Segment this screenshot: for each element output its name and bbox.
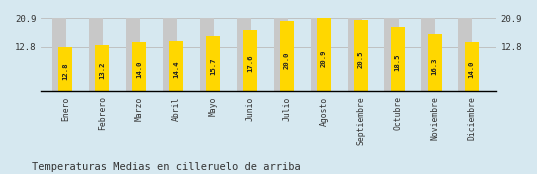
Bar [422,18,436,92]
Text: 14.0: 14.0 [469,61,475,78]
Bar [384,18,398,92]
Text: 20.5: 20.5 [358,50,364,68]
Bar [465,42,478,92]
Bar [347,18,361,92]
Bar [200,18,214,92]
Bar [126,18,140,92]
Bar [274,18,288,92]
Bar [206,37,220,92]
Bar [89,18,103,92]
Bar [317,18,331,92]
Bar [427,34,442,92]
Bar [391,27,405,92]
Bar [459,18,473,92]
Bar [95,45,110,92]
Text: 16.3: 16.3 [432,57,438,74]
Text: 20.9: 20.9 [321,50,327,67]
Bar [169,41,183,92]
Bar [310,18,325,92]
Bar [59,47,72,92]
Text: 15.7: 15.7 [210,58,216,76]
Text: 18.5: 18.5 [395,54,401,71]
Bar [52,18,66,92]
Bar [354,20,368,92]
Bar [280,21,294,92]
Text: 14.0: 14.0 [136,61,142,78]
Bar [163,18,177,92]
Text: 13.2: 13.2 [99,62,105,79]
Bar [132,42,146,92]
Text: 14.4: 14.4 [173,60,179,78]
Text: 12.8: 12.8 [62,62,68,80]
Bar [243,30,257,92]
Text: 20.0: 20.0 [284,51,290,69]
Bar [237,18,251,92]
Text: Temperaturas Medias en cilleruelo de arriba: Temperaturas Medias en cilleruelo de arr… [32,162,301,172]
Text: 17.6: 17.6 [247,55,253,73]
